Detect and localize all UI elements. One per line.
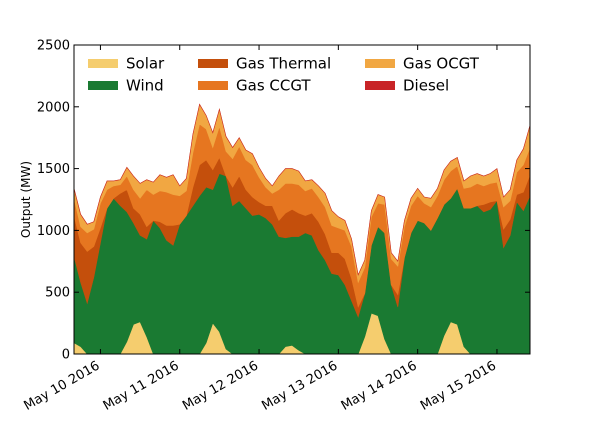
y-axis: 0 500 1000 1500 2000 2500 xyxy=(37,39,530,363)
legend-label-wind: Wind xyxy=(126,77,164,95)
legend: Solar Gas Thermal Gas OCGT Wind Gas CCGT Dies… xyxy=(88,55,480,95)
legend-label-gas-thermal: Gas Thermal xyxy=(236,55,331,73)
y-tick-label: 2000 xyxy=(37,100,70,115)
y-tick-label: 2500 xyxy=(37,39,70,54)
legend-label-solar: Solar xyxy=(126,55,165,73)
plot-frame xyxy=(73,44,531,355)
y-tick-label: 0 xyxy=(62,348,70,363)
area-series-group xyxy=(73,103,531,355)
legend-label-gas-ccgt: Gas CCGT xyxy=(236,77,311,95)
x-tick-label: May 11 2016 xyxy=(101,358,182,413)
legend-label-diesel: Diesel xyxy=(403,77,449,95)
x-tick-label: May 10 2016 xyxy=(22,358,103,413)
legend-swatch-solar xyxy=(88,59,118,68)
y-axis-title: Output (MW) xyxy=(19,161,33,238)
legend-swatch-gas-ccgt xyxy=(198,81,228,90)
legend-swatch-wind xyxy=(88,81,118,90)
x-tick-label: May 13 2016 xyxy=(259,358,340,413)
legend-swatch-diesel xyxy=(365,81,395,90)
x-tick-label: May 12 2016 xyxy=(180,358,261,413)
legend-swatch-gas-ocgt xyxy=(365,59,395,68)
x-tick-label: May 14 2016 xyxy=(339,358,420,413)
legend-label-gas-ocgt: Gas OCGT xyxy=(403,55,480,73)
y-tick-label: 1500 xyxy=(37,162,70,177)
x-tick-label: May 15 2016 xyxy=(418,358,499,413)
legend-swatch-gas-thermal xyxy=(198,59,228,68)
y-tick-label: 1000 xyxy=(37,224,70,239)
y-tick-label: 500 xyxy=(45,286,70,301)
